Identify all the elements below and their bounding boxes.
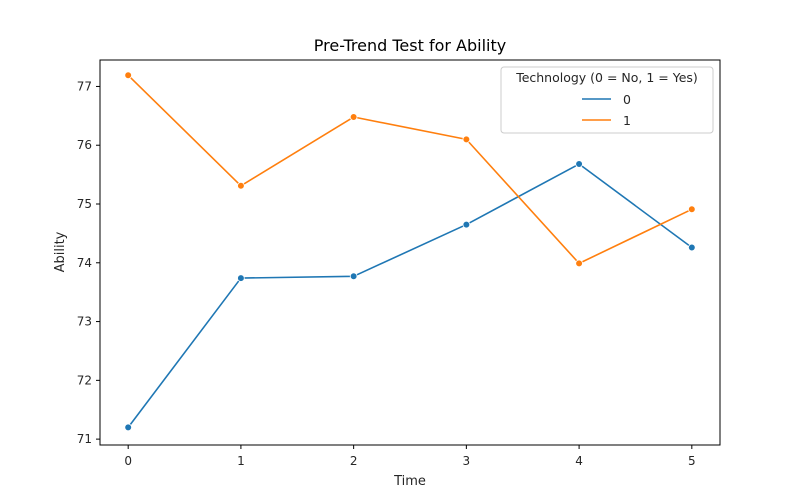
y-tick-label: 71: [77, 432, 92, 446]
plot-frame: [99, 59, 721, 446]
y-tick-label: 73: [77, 315, 92, 329]
y-tick-label: 77: [77, 79, 92, 93]
data-point-1: [688, 205, 696, 214]
plot-marks: [124, 71, 696, 432]
data-point-0: [237, 274, 245, 282]
x-tick-label: 2: [350, 454, 358, 468]
data-point-0: [124, 423, 132, 432]
y-axis-ticks: 71 72 73 74 75 76 77: [77, 79, 100, 446]
legend-title: Technology (0 = No, 1 = Yes): [515, 70, 698, 85]
x-tick-label: 5: [688, 454, 696, 468]
legend: Technology (0 = No, 1 = Yes) 0 1: [500, 66, 714, 134]
y-tick-label: 76: [77, 138, 92, 152]
x-tick-label: 0: [124, 454, 132, 468]
x-tick-label: 1: [237, 454, 245, 468]
y-axis-label: Ability: [53, 231, 68, 272]
data-point-1: [124, 71, 132, 80]
data-point-0: [349, 272, 358, 281]
data-point-1: [349, 113, 358, 121]
x-axis-ticks: 0 1 2 3 4 5: [124, 445, 696, 468]
data-point-0: [688, 243, 696, 252]
data-point-1: [462, 135, 471, 144]
series-line-0: [127, 163, 693, 428]
legend-label-0: 0: [623, 92, 631, 107]
y-tick-label: 74: [77, 256, 92, 270]
x-tick-label: 3: [463, 454, 471, 468]
data-point-1: [237, 181, 245, 190]
legend-box: [500, 66, 714, 134]
data-point-0: [462, 220, 471, 229]
x-tick-label: 4: [575, 454, 583, 468]
y-tick-label: 72: [77, 373, 92, 387]
y-tick-label: 75: [77, 197, 92, 211]
x-axis-label: Time: [393, 474, 426, 489]
chart-title: Pre-Trend Test for Ability: [314, 36, 506, 55]
data-point-1: [575, 259, 583, 268]
legend-label-1: 1: [623, 113, 631, 128]
data-point-0: [575, 160, 583, 168]
series-line-1: [127, 74, 693, 265]
